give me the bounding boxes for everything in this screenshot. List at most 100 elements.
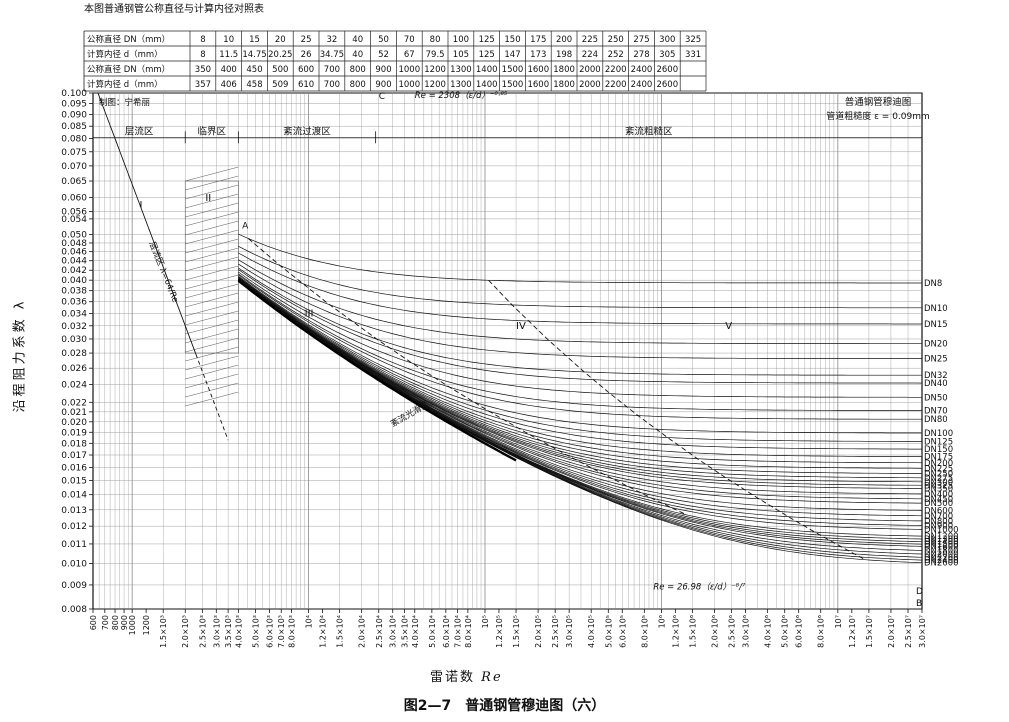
table-cell: 32	[326, 35, 337, 45]
zone-roman-V: V	[725, 321, 732, 332]
x-tick-label: 5.0×10⁶	[781, 615, 790, 648]
x-tick-label: 3.0×10⁶	[742, 615, 751, 648]
x-tick-label: 1.5×10⁵	[512, 615, 521, 648]
table-cell: 450	[246, 65, 262, 75]
table-cell: 1600	[527, 80, 549, 90]
friction-curve-DN20	[238, 259, 922, 345]
x-tick-label: 1.5×10³	[159, 615, 168, 648]
table-cell: 175	[530, 35, 546, 45]
y-tick-label: 0.014	[61, 491, 87, 501]
friction-curve-DN300	[238, 278, 922, 483]
friction-curve-DN600	[238, 279, 923, 511]
zone-roman-III: III	[305, 308, 314, 319]
series-label: DN100	[924, 429, 953, 439]
table-cell: 1300	[450, 65, 472, 75]
laminar-extension	[195, 354, 229, 441]
hatch-line	[185, 328, 239, 344]
point-D: D	[916, 587, 923, 597]
table-row-label: 计算内径 d（mm）	[87, 79, 163, 90]
x-tick-label: 2.5×10⁴	[375, 615, 384, 648]
x-tick-label: 7.0×10³	[277, 615, 286, 648]
hatch-line	[185, 193, 239, 209]
table-cell: 350	[195, 65, 211, 75]
table-cell: 15	[249, 35, 260, 45]
x-tick-label: 1200	[142, 615, 151, 635]
y-tick-label: 0.038	[61, 287, 87, 297]
friction-curve-DN1200	[238, 280, 923, 537]
friction-curve-DN100	[238, 276, 922, 434]
y-tick-label: 0.080	[61, 135, 87, 145]
x-axis-label-symbol: Re	[481, 670, 503, 685]
table-cell: 2600	[656, 65, 678, 75]
friction-curve-DN325	[238, 279, 923, 486]
table-cell: 275	[633, 35, 649, 45]
hatch-line	[185, 238, 239, 254]
table-cell: 173	[530, 50, 546, 60]
y-tick-label: 0.034	[61, 309, 87, 319]
y-tick-label: 0.010	[61, 559, 87, 569]
hatch-line	[185, 301, 239, 317]
x-tick-label: 2.5×10⁷	[904, 615, 913, 648]
y-tick-label: 0.009	[61, 581, 87, 591]
table-cell: 2400	[631, 80, 653, 90]
x-tick-label: 1.2×10⁵	[495, 615, 504, 648]
x-tick-label: 6.0×10⁶	[795, 615, 804, 648]
y-tick-label: 0.016	[61, 463, 87, 473]
hatch-line	[185, 292, 239, 308]
table-cell: 11.5	[219, 50, 238, 60]
y-tick-label: 0.048	[61, 239, 87, 249]
series-label: DN150	[924, 445, 953, 455]
series-label: DN15	[924, 320, 948, 330]
series-label: DN900	[924, 521, 953, 531]
y-tick-label: 0.056	[61, 207, 87, 217]
point-B: B	[916, 599, 922, 609]
table-cell: 800	[350, 80, 366, 90]
series-label: DN2000	[924, 550, 959, 560]
friction-curve-DN15	[238, 252, 922, 325]
table-cell: 200	[556, 35, 572, 45]
x-tick-label: 2.0×10⁷	[887, 615, 896, 648]
series-label: DN175	[924, 453, 953, 463]
table-cell: 125	[479, 35, 495, 45]
x-tick-label: 800	[111, 615, 120, 630]
friction-curve-DN125	[238, 276, 922, 442]
series-label: DN325	[924, 481, 953, 491]
laminar-label: 层流区 λ=64/Re	[146, 240, 180, 304]
x-tick-label: 10⁷	[834, 615, 843, 628]
y-tick-label: 0.013	[61, 506, 87, 516]
table-cell: 305	[659, 50, 675, 60]
table-cell: 2600	[656, 80, 678, 90]
series-label: DN1300	[924, 535, 959, 545]
smooth-zone-label: 紊流光滑区	[389, 399, 432, 430]
y-tick-label: 0.022	[61, 398, 87, 408]
hatch-line	[185, 319, 239, 335]
series-label: DN1600	[924, 542, 959, 552]
y-tick-label: 0.065	[61, 177, 87, 187]
friction-curve-DN225	[238, 278, 922, 469]
series-label: DN32	[924, 371, 948, 381]
friction-curve-DN1600	[238, 280, 923, 547]
friction-curve-DN32	[238, 267, 922, 376]
y-tick-label: 0.024	[61, 381, 87, 391]
table-cell: 700	[324, 80, 340, 90]
hatch-line	[185, 391, 239, 407]
y-tick-label: 0.020	[61, 418, 87, 428]
y-tick-label: 0.018	[61, 439, 87, 449]
zone-markers: 层流区 临界区 紊流过渡区 紊流粗糙区	[92, 125, 923, 407]
table-cell: 40	[352, 50, 363, 60]
y-tick-label: 0.070	[61, 162, 87, 172]
x-tick-label: 8.0×10³	[287, 615, 296, 648]
hatch-line	[185, 211, 239, 227]
x-tick-label: 2.0×10⁵	[534, 615, 543, 648]
x-tick-label: 1.2×10⁶	[671, 615, 680, 648]
x-tick-label: 1.5×10⁷	[865, 615, 874, 648]
y-tick-label: 0.090	[61, 111, 87, 121]
friction-curve-DN8	[238, 233, 922, 284]
table-cell: 14.75	[242, 50, 266, 60]
y-tick-label: 0.046	[61, 248, 87, 258]
x-tick-label: 4.0×10⁴	[411, 615, 420, 648]
x-tick-label: 1.5×10⁶	[688, 615, 697, 648]
table-cell: 1400	[476, 80, 498, 90]
